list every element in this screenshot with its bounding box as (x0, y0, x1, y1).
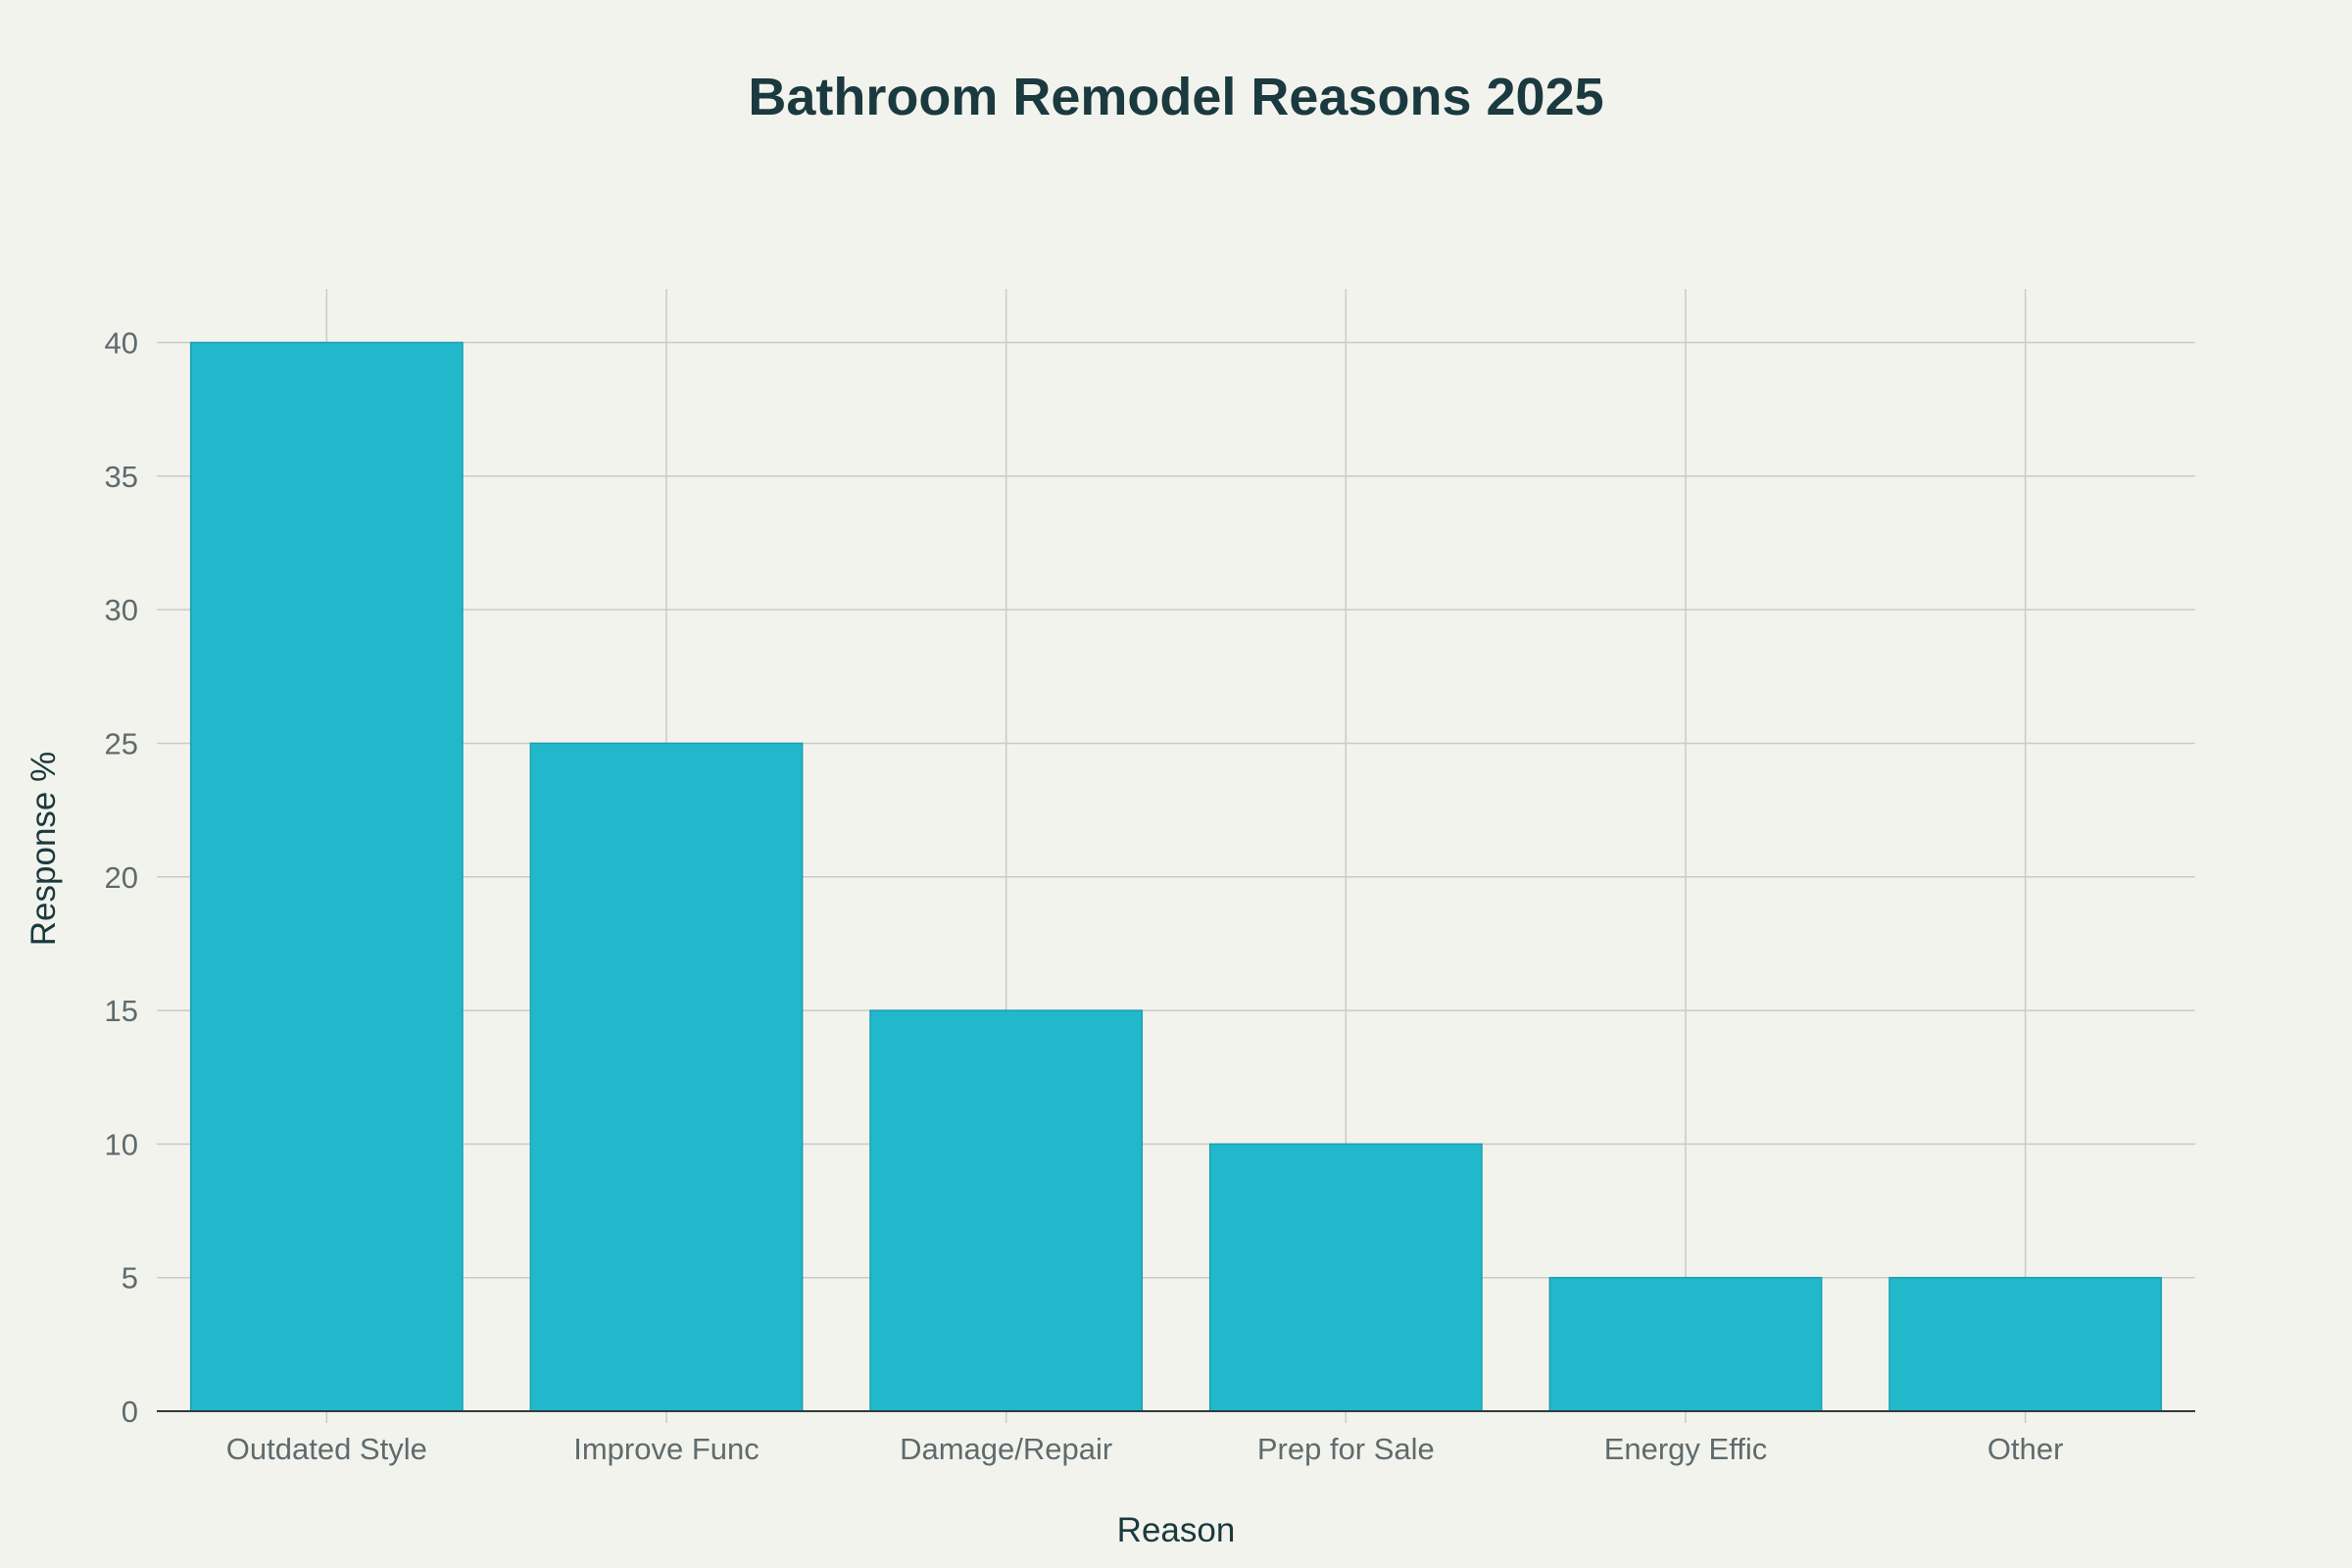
bar-improve-func (529, 742, 804, 1412)
x-tick-label: Other (1987, 1432, 2064, 1466)
bar-energy-effic (1548, 1276, 1823, 1412)
bar-damage-repair (869, 1009, 1144, 1412)
bar-prep-for-sale (1208, 1143, 1483, 1412)
bar-outdated-style (189, 341, 464, 1412)
y-tick-label: 35 (105, 460, 138, 494)
y-tick-label: 10 (105, 1127, 138, 1161)
y-tick-label: 30 (105, 593, 138, 627)
bar-other (1888, 1276, 2163, 1412)
y-axis-title: Response % (24, 752, 63, 946)
x-tick-label: Improve Func (573, 1432, 760, 1466)
y-tick-label: 40 (105, 326, 138, 361)
y-tick-label: 20 (105, 860, 138, 895)
chart-title: Bathroom Remodel Reasons 2025 (748, 68, 1603, 126)
x-tick-label: Energy Effic (1604, 1432, 1768, 1466)
y-tick-labels: 0 5 10 15 20 25 30 35 40 (105, 326, 138, 1429)
x-axis-title: Reason (1117, 1511, 1236, 1549)
y-tick-label: 0 (122, 1395, 138, 1429)
x-tick-label: Prep for Sale (1257, 1432, 1435, 1466)
y-tick-label: 5 (122, 1261, 138, 1296)
y-tick-label: 15 (105, 994, 138, 1028)
bars (189, 341, 2163, 1412)
x-tick-label: Outdated Style (226, 1432, 427, 1466)
x-tick-label: Damage/Repair (900, 1432, 1112, 1466)
x-tick-labels: Outdated Style Improve Func Damage/Repair P… (226, 1432, 2064, 1466)
y-tick-label: 25 (105, 726, 138, 760)
grid (157, 289, 2195, 1423)
